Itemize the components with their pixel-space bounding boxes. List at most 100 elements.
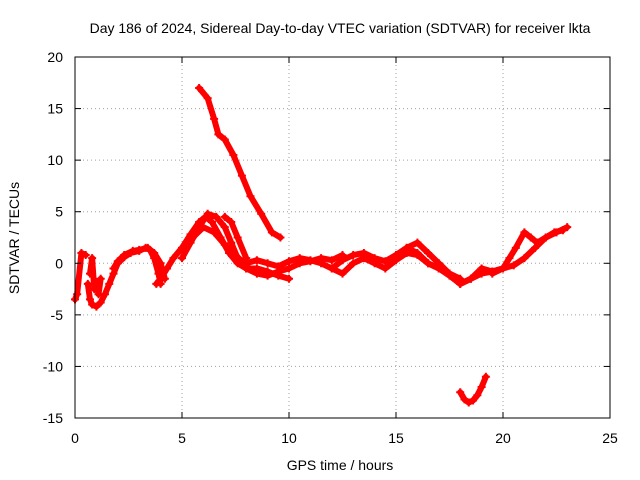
data-point xyxy=(285,274,293,283)
data-point xyxy=(203,94,212,103)
data-point xyxy=(424,248,433,257)
data-point xyxy=(263,271,272,280)
data-point xyxy=(499,264,507,273)
data-point xyxy=(520,228,529,237)
data-point xyxy=(220,223,229,232)
y-tick-label: 15 xyxy=(47,101,63,117)
data-point xyxy=(434,259,443,268)
data-point xyxy=(505,254,514,263)
data-point xyxy=(212,212,221,221)
data-point xyxy=(210,228,219,237)
data-point xyxy=(163,264,172,273)
x-axis-label: GPS time / hours xyxy=(287,457,394,473)
data-point xyxy=(460,395,469,404)
data-point xyxy=(207,218,216,227)
series-pass-c xyxy=(85,254,105,299)
data-point xyxy=(257,209,266,218)
data-point xyxy=(81,251,90,260)
data-point xyxy=(90,285,99,294)
series-line xyxy=(179,210,346,279)
data-point xyxy=(424,259,433,268)
data-point xyxy=(105,279,114,288)
data-point xyxy=(392,256,400,265)
grid xyxy=(75,57,610,418)
data-point xyxy=(242,259,251,268)
data-point xyxy=(473,391,482,400)
data-point xyxy=(210,114,219,123)
data-point xyxy=(199,223,208,232)
data-point xyxy=(169,254,178,263)
data-point xyxy=(186,238,195,247)
data-point xyxy=(276,233,285,242)
data-point xyxy=(195,83,204,92)
data-point xyxy=(231,251,240,260)
data-point xyxy=(188,233,197,242)
data-point xyxy=(220,135,229,144)
series-pass-h xyxy=(220,212,251,263)
tick-labels: 0 5 10 15 20 25 -15 -10 -5 0 5 10 15 20 xyxy=(43,49,618,446)
data-point xyxy=(338,269,347,278)
data-point xyxy=(285,257,293,266)
data-point xyxy=(178,254,186,263)
data-point xyxy=(143,243,152,252)
data-point xyxy=(77,248,86,257)
data-point xyxy=(203,209,212,218)
data-point xyxy=(531,243,540,252)
data-point xyxy=(220,240,229,249)
x-tick-label: 15 xyxy=(388,430,404,446)
series-pass-n xyxy=(456,372,490,407)
data-point xyxy=(94,290,103,299)
data-point xyxy=(120,251,129,260)
data-point xyxy=(229,150,238,159)
data-point xyxy=(214,130,223,139)
data-point xyxy=(541,233,550,242)
data-point xyxy=(402,243,411,252)
data-point xyxy=(349,251,358,260)
data-point xyxy=(533,238,542,247)
data-point xyxy=(83,279,92,288)
data-point xyxy=(563,223,572,232)
x-tick-label: 5 xyxy=(178,430,186,446)
series-pass-m xyxy=(488,226,567,278)
data-point xyxy=(227,238,236,247)
data-point xyxy=(526,233,535,242)
data-point xyxy=(227,218,236,227)
data-point xyxy=(152,279,161,288)
data-point xyxy=(466,274,475,283)
plot-frame xyxy=(74,56,611,419)
data-point xyxy=(558,226,567,235)
x-tick-label: 0 xyxy=(71,430,79,446)
data-point xyxy=(469,396,478,405)
data-point xyxy=(381,264,390,273)
data-point xyxy=(413,251,422,260)
data-point xyxy=(267,228,276,237)
data-point xyxy=(520,254,529,263)
data-point xyxy=(370,259,379,268)
data-point xyxy=(92,302,101,311)
data-point xyxy=(96,298,105,307)
data-point xyxy=(233,233,242,242)
data-point xyxy=(252,256,261,265)
data-point xyxy=(359,254,368,263)
data-point xyxy=(456,279,465,288)
data-point xyxy=(477,264,486,273)
series-line xyxy=(189,224,250,269)
data-point xyxy=(156,259,165,268)
data-point xyxy=(349,259,358,268)
data-point xyxy=(246,192,255,201)
y-tick-label: 20 xyxy=(47,49,63,65)
data-point xyxy=(92,277,101,286)
data-point xyxy=(327,264,336,273)
chart-title: Day 186 of 2024, Sidereal Day-to-day VTE… xyxy=(90,20,591,36)
data-point xyxy=(274,262,283,271)
data-point xyxy=(464,398,473,407)
data-point xyxy=(73,290,82,299)
data-point xyxy=(445,269,454,278)
y-tick-label: -5 xyxy=(51,307,64,323)
data-point xyxy=(488,269,497,278)
data-point xyxy=(456,388,465,397)
data-point xyxy=(156,274,165,283)
series-pass-d xyxy=(109,243,169,283)
x-tick-label: 10 xyxy=(281,430,297,446)
data-point xyxy=(511,243,520,252)
